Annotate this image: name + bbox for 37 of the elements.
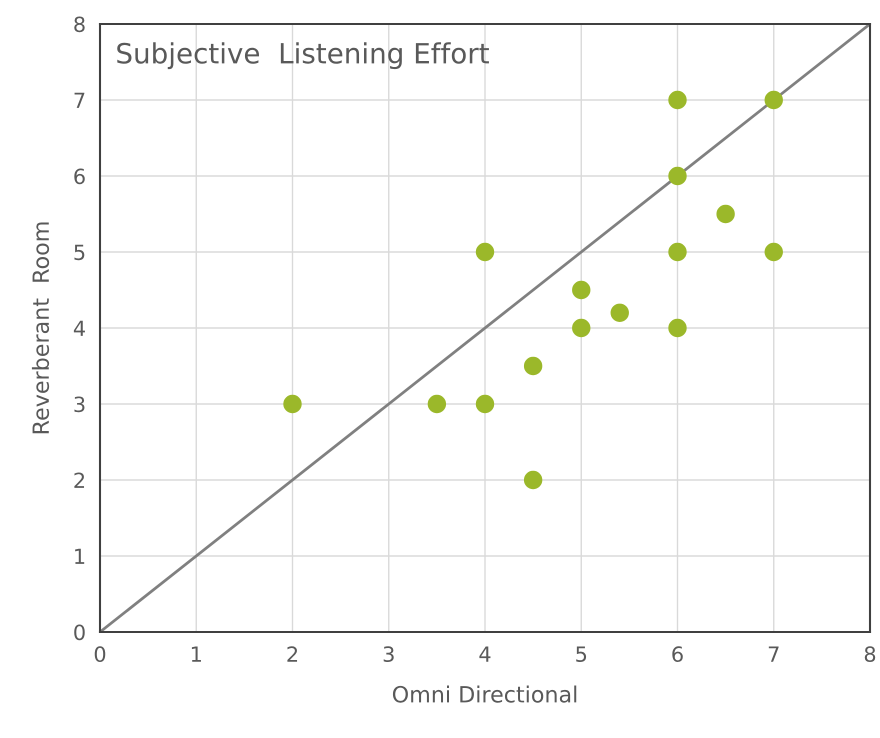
point bbox=[764, 90, 783, 110]
text: Subjective Listening Effort bbox=[117, 42, 489, 70]
point bbox=[524, 470, 542, 490]
point bbox=[668, 318, 687, 338]
point bbox=[524, 356, 542, 376]
point bbox=[764, 242, 783, 262]
point bbox=[668, 242, 687, 262]
point bbox=[716, 204, 735, 224]
point bbox=[668, 90, 687, 110]
x-tick-label: 6 bbox=[672, 646, 683, 662]
y-axis-title: Reverberant Room bbox=[32, 222, 50, 434]
x-tick-label: 5 bbox=[576, 646, 586, 662]
point bbox=[668, 166, 687, 186]
y-tick-label: 7 bbox=[74, 92, 84, 108]
point bbox=[476, 242, 494, 262]
x-tick-label: 2 bbox=[287, 646, 298, 662]
y-tick-label: 5 bbox=[74, 244, 84, 260]
x-tick-label: 3 bbox=[384, 646, 394, 662]
point bbox=[428, 394, 446, 414]
x-tick-label: 4 bbox=[479, 646, 490, 662]
y-tick-label: 6 bbox=[74, 168, 85, 184]
point bbox=[610, 304, 629, 322]
point bbox=[283, 394, 302, 414]
y-tick-label: 2 bbox=[74, 472, 84, 488]
x-tick-label: 8 bbox=[864, 646, 876, 662]
y-tick-label: 4 bbox=[74, 320, 85, 336]
y-tick-label: 3 bbox=[74, 396, 84, 412]
x-tick-label: 0 bbox=[94, 646, 106, 662]
y-tick-label: 0 bbox=[74, 624, 85, 640]
point bbox=[572, 280, 590, 300]
x-tick-label: 7 bbox=[768, 646, 779, 662]
point bbox=[572, 318, 590, 338]
x-axis-title: Omni Directional bbox=[392, 685, 576, 703]
y-tick-label: 1 bbox=[75, 548, 84, 564]
y-tick-label: 8 bbox=[74, 16, 85, 32]
x-tick-label: 1 bbox=[192, 646, 201, 662]
point bbox=[476, 394, 494, 414]
